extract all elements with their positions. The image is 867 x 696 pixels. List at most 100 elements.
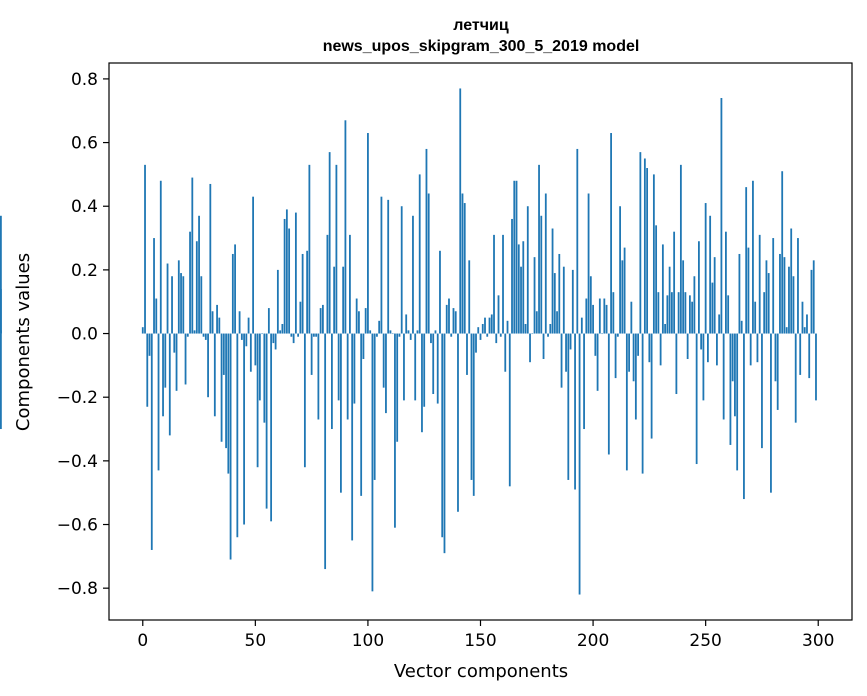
bar-238 xyxy=(677,292,680,334)
bar-33 xyxy=(216,304,218,334)
bar-250 xyxy=(704,203,707,334)
y-tick-label: −0.8 xyxy=(57,579,98,599)
bar-82 xyxy=(326,234,329,334)
bar-149 xyxy=(477,327,480,334)
bar-247 xyxy=(698,241,700,334)
plot-frame xyxy=(108,62,853,621)
bar-120 xyxy=(412,215,414,334)
bar-217 xyxy=(630,301,633,334)
bar-210 xyxy=(614,333,617,379)
bar-48 xyxy=(249,333,252,372)
bar-293 xyxy=(801,301,804,334)
chart-title-line-2: news_upos_skipgram_300_5_2019 model xyxy=(323,38,640,55)
bar-77 xyxy=(315,333,318,337)
x-axis-label: Vector components xyxy=(394,661,568,682)
bar-246 xyxy=(695,333,698,465)
bar-207 xyxy=(607,333,610,455)
bar-131 xyxy=(436,333,439,404)
bar-266 xyxy=(740,320,743,334)
bar-26 xyxy=(200,276,203,334)
bar-157 xyxy=(495,333,498,344)
bar-undefined xyxy=(0,288,2,334)
y-tick-label: −0.6 xyxy=(57,516,98,536)
bar-4 xyxy=(150,333,153,550)
bar-67 xyxy=(292,333,295,344)
bar-65 xyxy=(288,228,291,334)
y-tick-label: 0.0 xyxy=(71,325,98,345)
bar-36 xyxy=(222,333,225,375)
bar-112 xyxy=(394,333,396,528)
bar-286 xyxy=(785,327,788,334)
bar-296 xyxy=(808,333,811,379)
bar-194 xyxy=(578,333,581,595)
bar-206 xyxy=(605,304,608,334)
bar-52 xyxy=(258,333,261,401)
bar-253 xyxy=(711,282,714,334)
bar-37 xyxy=(225,333,227,449)
bar-undefined xyxy=(0,215,2,334)
bar-224 xyxy=(646,168,649,334)
bar-277 xyxy=(765,260,768,334)
y-axis-ticks: −0.8 −0.6 −0.4 −0.2 0.0 0.2 0.4 0.6 0.8 xyxy=(57,70,109,599)
y-tick-label: 0.6 xyxy=(71,134,98,154)
bar-185 xyxy=(558,253,561,334)
x-tick-label: 200 xyxy=(577,631,609,651)
bar-237 xyxy=(675,333,678,395)
bar-125 xyxy=(423,333,426,407)
bar-198 xyxy=(587,193,590,334)
bar-35 xyxy=(220,333,223,442)
bar-230 xyxy=(659,333,662,366)
bar-101 xyxy=(369,330,372,334)
bar-227 xyxy=(652,174,655,334)
bar-298 xyxy=(812,260,815,334)
bar-176 xyxy=(538,164,540,334)
bar-20 xyxy=(186,333,189,337)
bar-62 xyxy=(281,323,284,334)
bar-49 xyxy=(252,196,254,334)
bar-127 xyxy=(427,193,430,334)
bar-17 xyxy=(180,273,182,334)
bar-38 xyxy=(227,333,230,474)
bar-294 xyxy=(803,327,806,334)
bar-256 xyxy=(718,314,721,334)
bar-0 xyxy=(141,327,144,334)
bar-118 xyxy=(407,330,410,334)
bar-133 xyxy=(441,333,444,538)
bar-24 xyxy=(195,241,198,334)
bar-173 xyxy=(531,333,534,335)
bar-23 xyxy=(193,330,196,334)
bar-87 xyxy=(337,333,340,401)
bar-158 xyxy=(497,295,500,334)
y-tick-label: 0.8 xyxy=(71,70,98,90)
bar-97 xyxy=(360,333,363,496)
bar-228 xyxy=(655,225,658,334)
bar-199 xyxy=(589,276,592,334)
bar-291 xyxy=(797,238,799,334)
bar-167 xyxy=(517,244,520,334)
bar-242 xyxy=(686,333,689,359)
bar-12 xyxy=(168,333,171,436)
bar-232 xyxy=(664,323,667,334)
bar-184 xyxy=(556,311,558,334)
bar-180 xyxy=(547,333,549,337)
bar-86 xyxy=(335,164,338,334)
bar-122 xyxy=(416,330,419,334)
bar-28 xyxy=(204,333,207,340)
bar-201 xyxy=(594,333,597,356)
bar-129 xyxy=(432,333,435,395)
bar-16 xyxy=(177,260,180,334)
bar-31 xyxy=(211,311,214,334)
bar-103 xyxy=(373,333,376,480)
bar-211 xyxy=(616,333,619,337)
bar-46 xyxy=(245,333,248,347)
bar-181 xyxy=(549,323,552,334)
bar-257 xyxy=(720,98,723,334)
bar-187 xyxy=(562,266,565,334)
bar-252 xyxy=(709,215,712,334)
bar-142 xyxy=(461,193,464,334)
bar-73 xyxy=(306,250,309,334)
bar-11 xyxy=(166,263,169,334)
bar-251 xyxy=(707,333,709,363)
bar-56 xyxy=(267,308,270,334)
x-tick-label: 50 xyxy=(245,631,267,651)
